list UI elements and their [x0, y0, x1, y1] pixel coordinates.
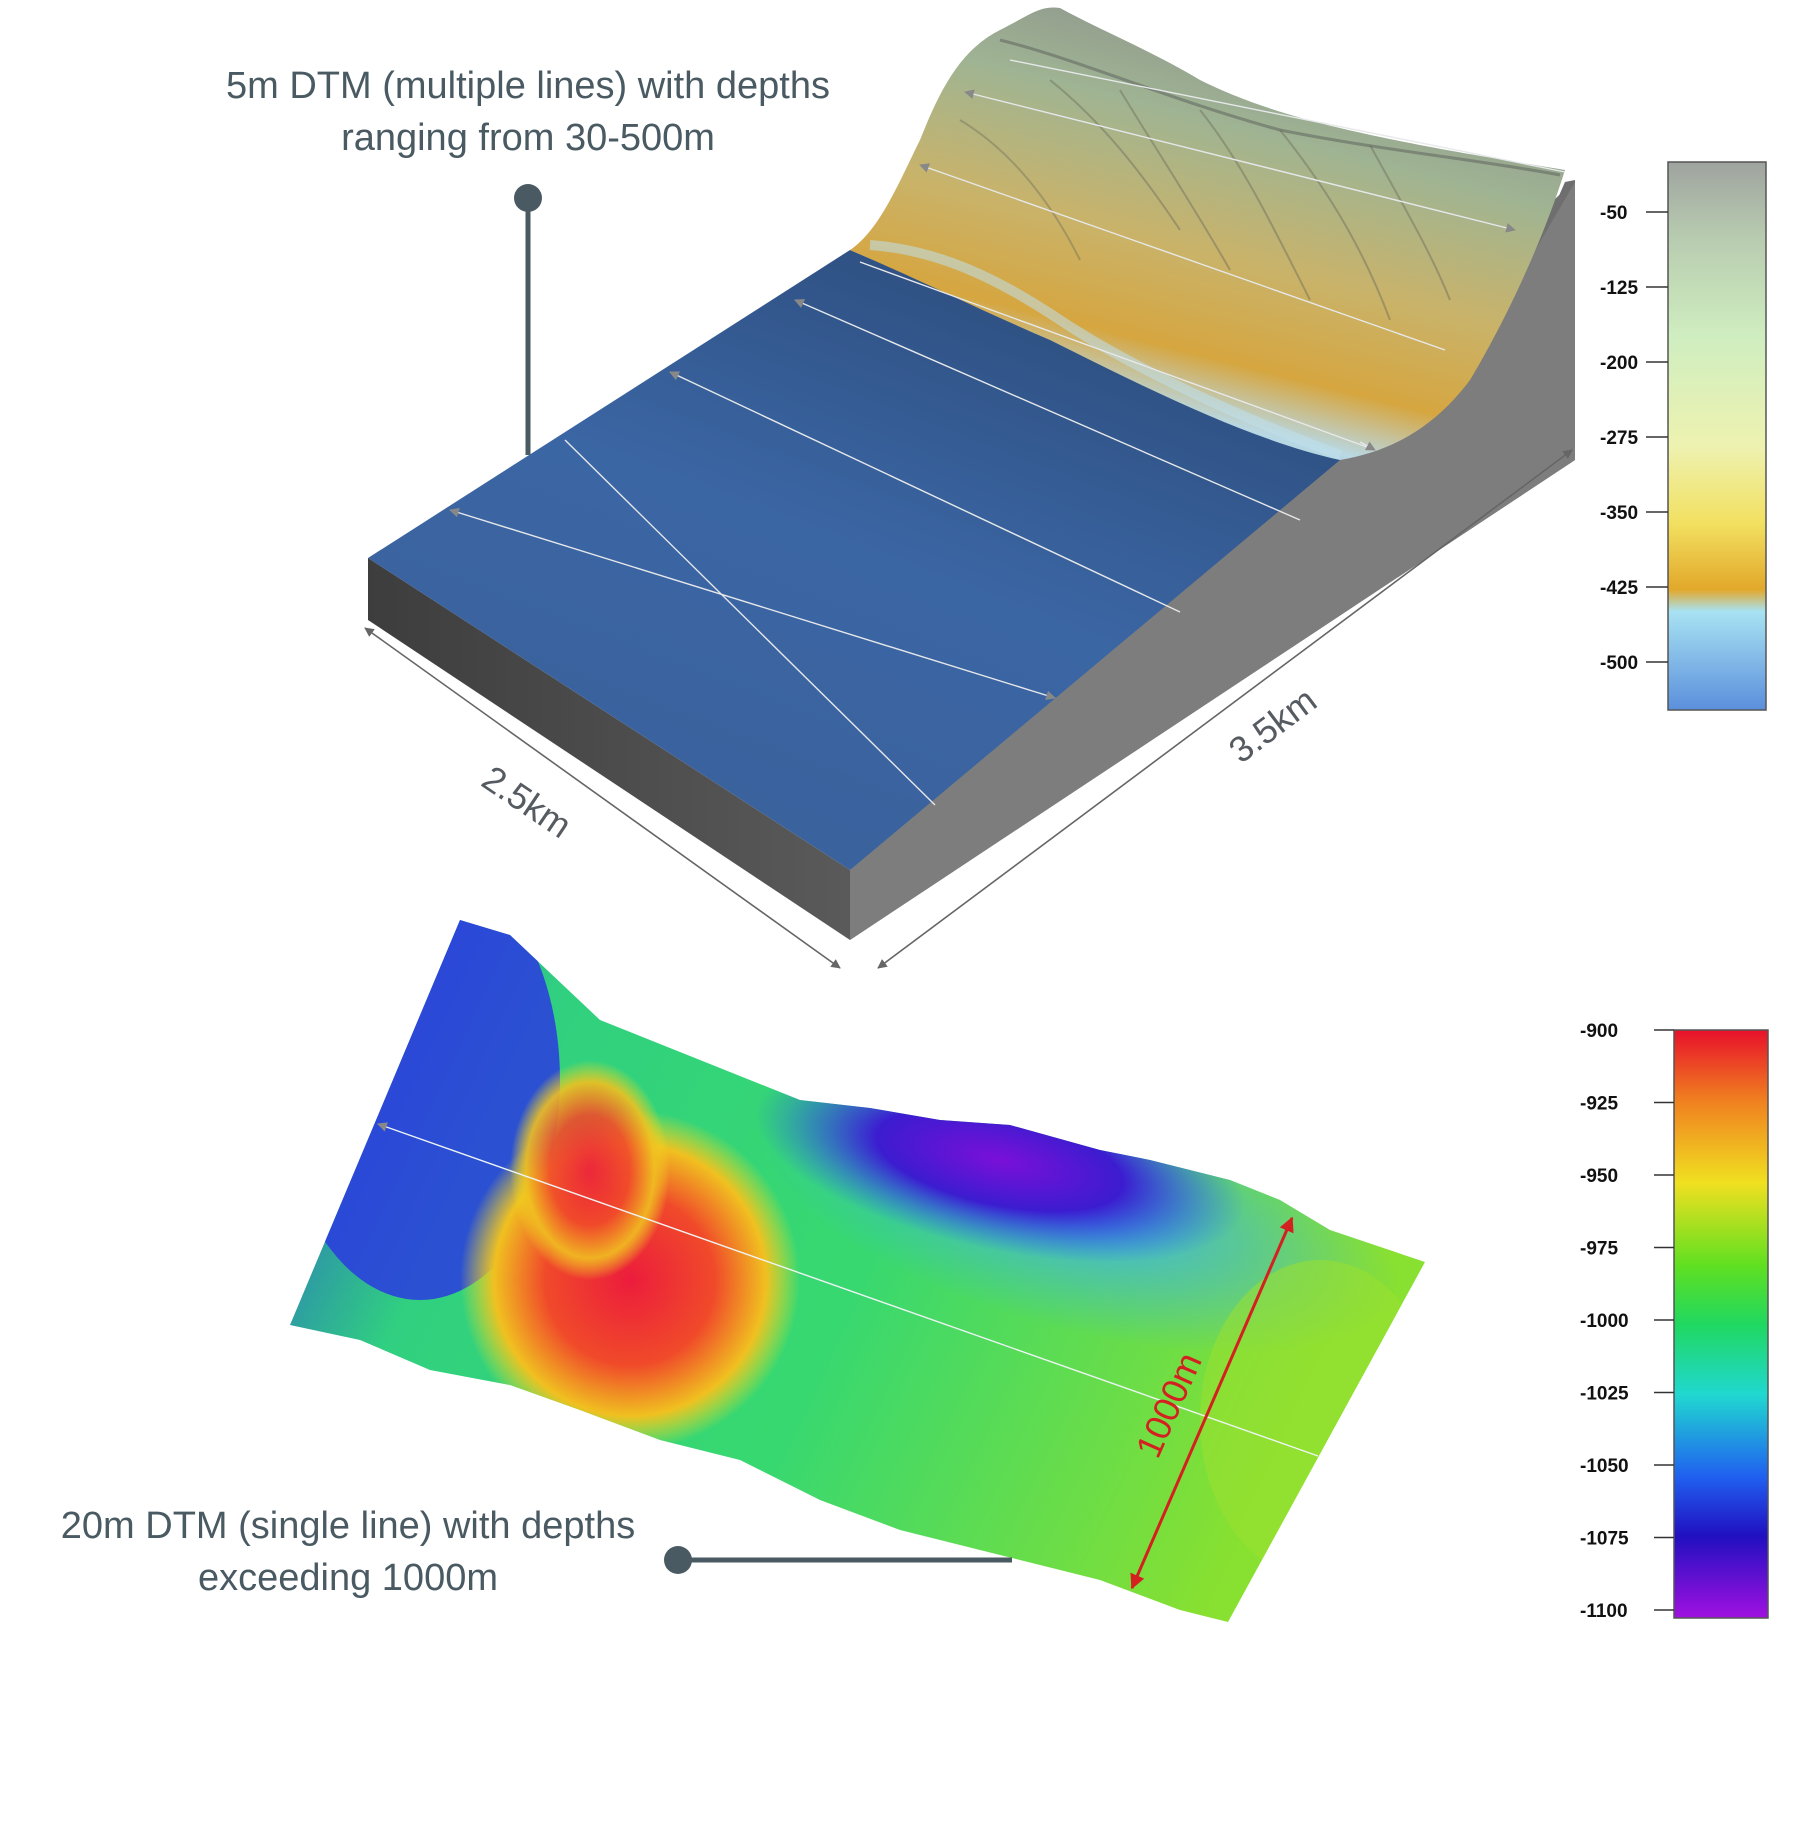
bottom-callout-line2: exceeding 1000m: [198, 1557, 498, 1599]
bottom-scale-ticks: -900 -925 -950 -975 -1000 -1025 -1050 -1075 -110…: [1580, 1021, 1674, 1622]
top-depth-scale: -50 -125 -200 -275 -350 -425 -500: [1600, 161, 1767, 711]
scale-tick-label: -1075: [1580, 1529, 1629, 1550]
scale-tick-label: -1050: [1580, 1456, 1629, 1477]
top-callout-line1: 5m DTM (multiple lines) with depths: [226, 65, 830, 107]
top-scale-ticks: -50 -125 -200 -275 -350 -425 -500: [1600, 203, 1668, 674]
scale-tick-label: -1100: [1580, 1601, 1628, 1622]
scale-tick-label: -125: [1600, 278, 1638, 299]
scale-tick-label: -350: [1600, 503, 1638, 524]
scale-tick-label: -975: [1580, 1239, 1618, 1260]
survey-line: [1009, 59, 1566, 173]
survey-line: [859, 261, 1376, 451]
top-callout-line2: ranging from 30-500m: [341, 117, 715, 159]
survey-line: [1359, 441, 1376, 451]
bottom-scale-gradient: [1673, 1029, 1769, 1619]
scale-tick-label: -900: [1580, 1021, 1618, 1042]
scale-tick-label: -50: [1600, 203, 1627, 224]
scale-tick-label: -425: [1600, 578, 1638, 599]
scale-tick-label: -1000: [1580, 1311, 1629, 1332]
top-callout: 5m DTM (multiple lines) with depths rang…: [226, 65, 830, 455]
swath-width-arrow: [1130, 1216, 1294, 1590]
survey-line: [564, 439, 936, 806]
bottom-callout: 20m DTM (single line) with depths exceed…: [61, 1505, 1012, 1599]
scale-tick-label: -200: [1600, 353, 1638, 374]
survey-line: [964, 89, 1516, 233]
scale-tick-label: -275: [1600, 428, 1638, 449]
scale-tick-label: -950: [1580, 1166, 1618, 1187]
top-dtm-block: 2.5km 3.5km: [364, 7, 1575, 969]
scale-tick-label: -1025: [1580, 1384, 1629, 1405]
width-dimension-arrow: [364, 627, 841, 969]
bottom-callout-line1: 20m DTM (single line) with depths: [61, 1505, 635, 1547]
length-dimension-arrow: [877, 449, 1573, 969]
scale-tick-label: -500: [1600, 653, 1638, 674]
top-scale-gradient: [1667, 161, 1767, 711]
bottom-depth-scale: -900 -925 -950 -975 -1000 -1025 -1050 -1075 -110…: [1580, 1021, 1769, 1622]
scale-tick-label: -925: [1580, 1094, 1618, 1115]
length-dimension-label: 3.5km: [1221, 679, 1324, 771]
